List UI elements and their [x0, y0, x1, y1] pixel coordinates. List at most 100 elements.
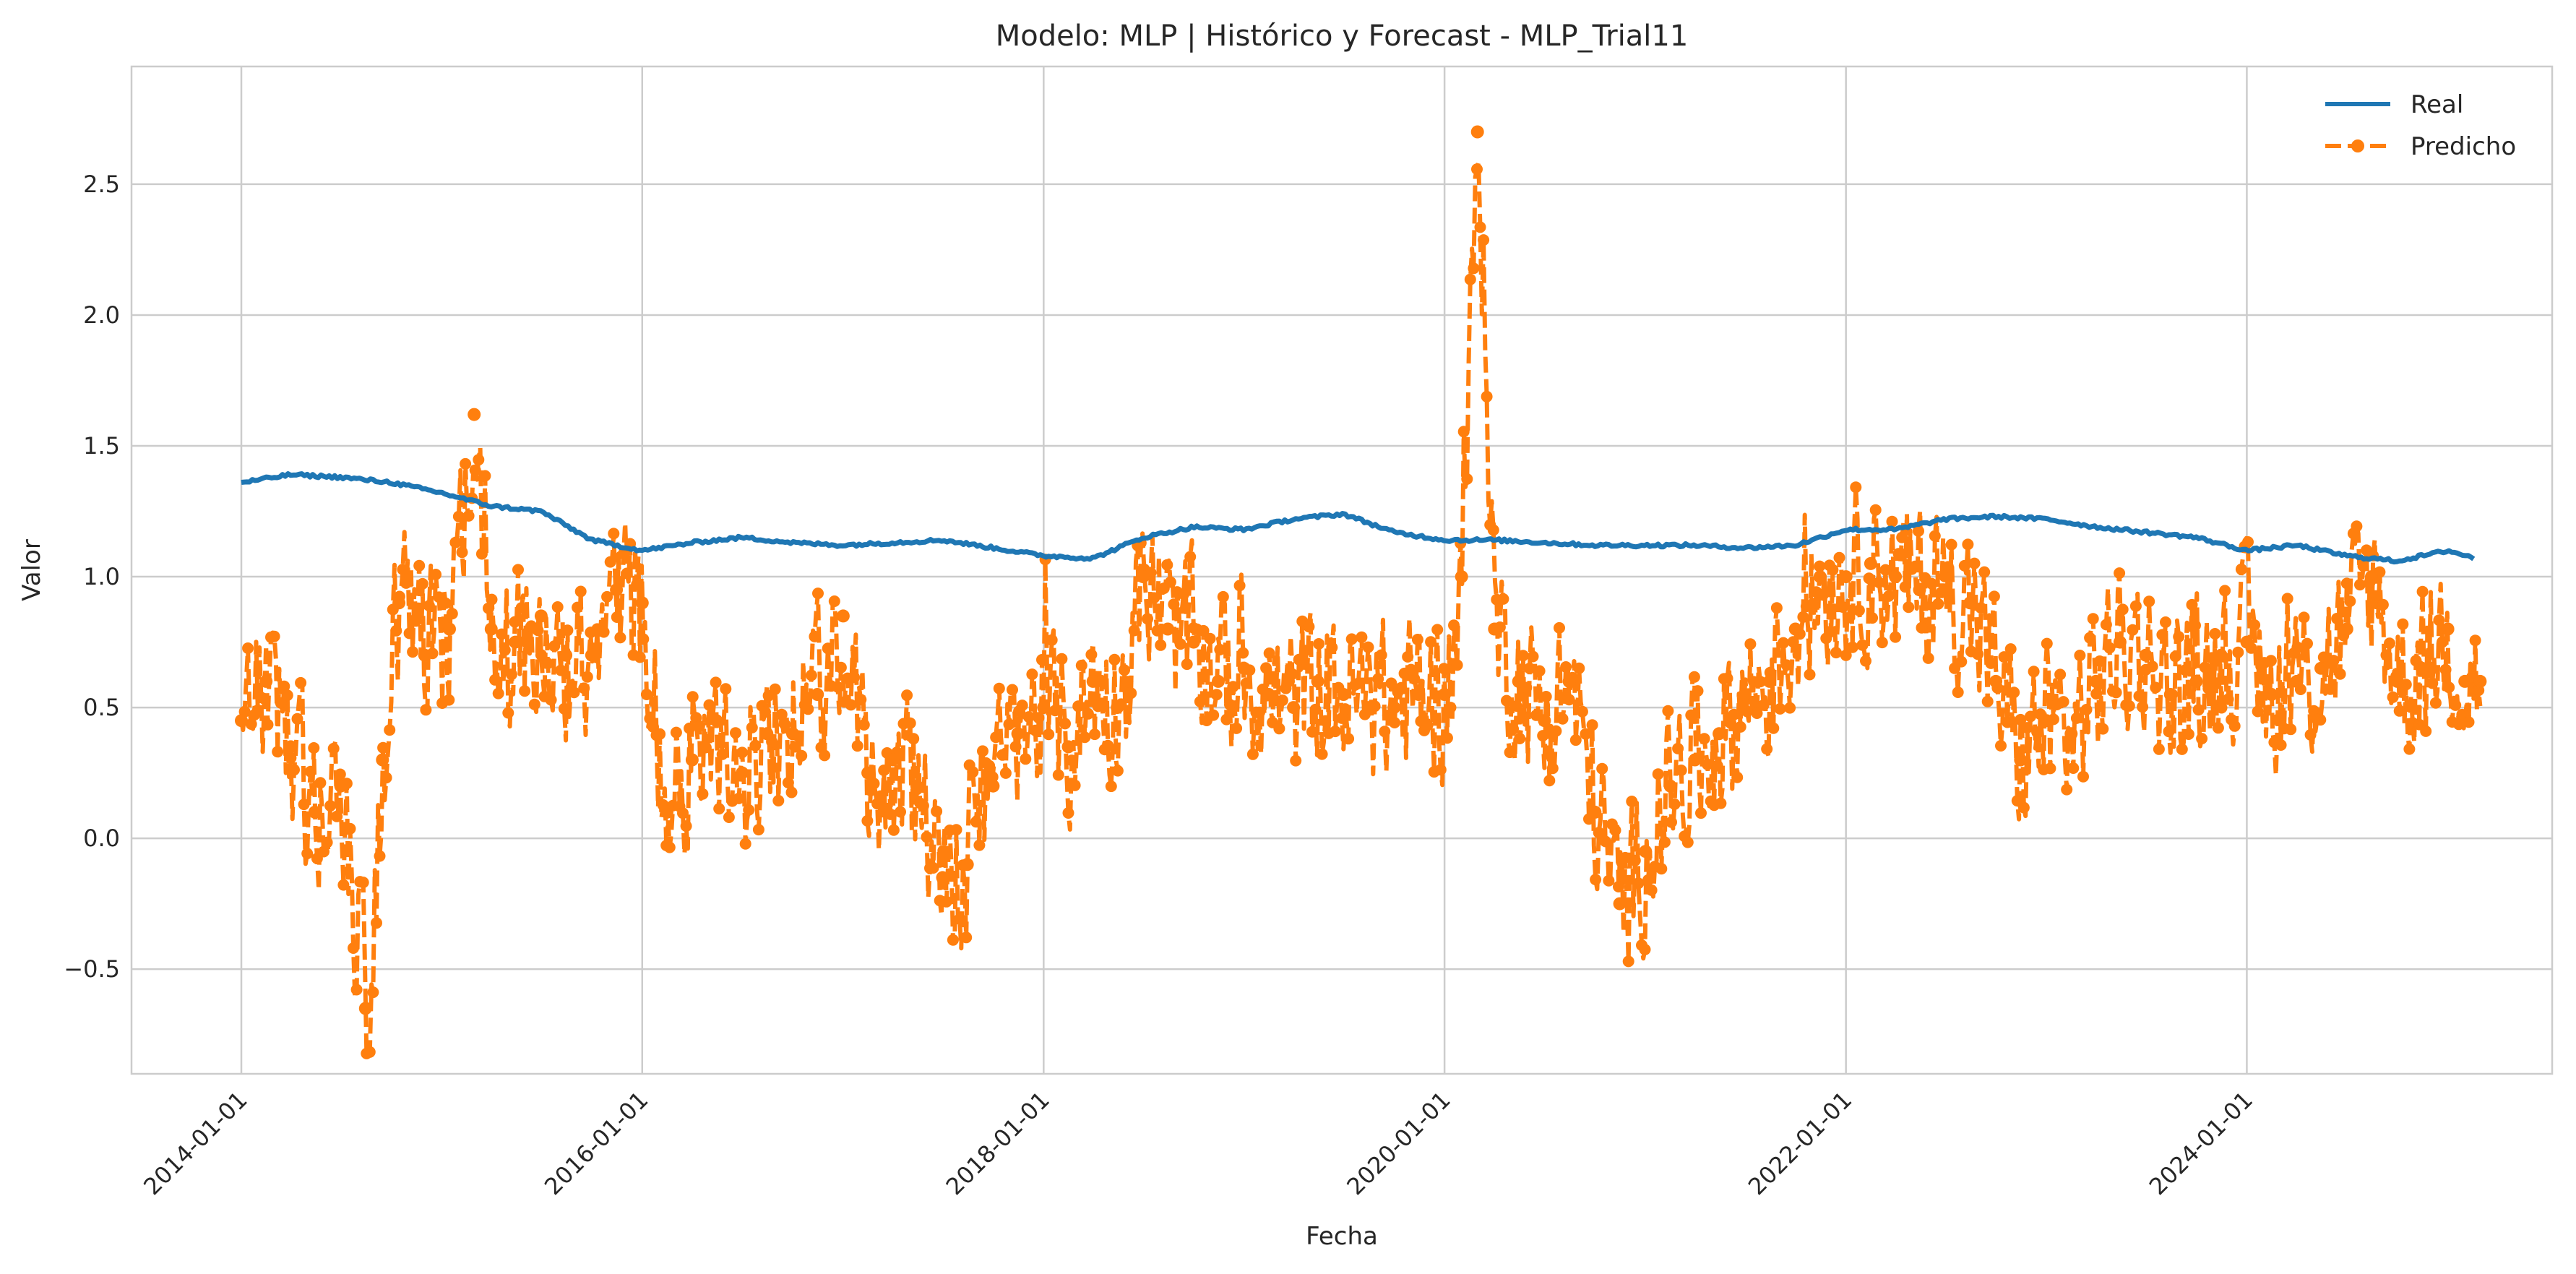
predicho-point — [716, 748, 728, 760]
predicho-point — [452, 510, 465, 522]
predicho-point — [1059, 718, 1071, 730]
predicho-point — [1886, 515, 1898, 528]
predicho-point — [1537, 730, 1549, 742]
predicho-point — [1626, 796, 1638, 807]
predicho-key-point — [1989, 674, 2003, 688]
predicho-point — [1613, 881, 1624, 892]
predicho-point — [2429, 697, 2442, 709]
predicho-point — [1837, 601, 1849, 613]
predicho-point — [1119, 664, 1130, 676]
predicho-point — [430, 569, 441, 580]
predicho-key-point — [1412, 688, 1426, 701]
predicho-point — [2008, 687, 2020, 699]
predicho-point — [749, 739, 762, 752]
predicho-point — [1685, 709, 1697, 721]
predicho-key-point — [2214, 648, 2228, 662]
predicho-point — [1079, 731, 1091, 744]
predicho-point — [2015, 713, 2027, 726]
predicho-point — [684, 722, 696, 734]
predicho-point — [1326, 642, 1338, 653]
predicho-point — [568, 687, 580, 699]
predicho-point — [1003, 718, 1015, 731]
predicho-point — [1329, 726, 1341, 738]
predicho-point — [1744, 638, 1757, 650]
predicho-point — [357, 877, 369, 889]
predicho-point — [2156, 629, 2168, 641]
predicho-point — [1389, 717, 1400, 728]
predicho-point — [1833, 551, 1845, 564]
predicho-point — [1675, 765, 1687, 776]
predicho-point — [532, 624, 544, 637]
predicho-point — [443, 694, 455, 706]
predicho-point — [1142, 613, 1153, 625]
predicho-point — [1121, 676, 1134, 688]
predicho-point — [2080, 704, 2093, 715]
predicho-point — [505, 668, 517, 681]
predicho-point — [713, 803, 725, 815]
predicho-point — [730, 727, 741, 739]
predicho-point — [1978, 566, 1991, 578]
predicho-point — [710, 676, 722, 689]
predicho-point — [670, 726, 682, 739]
predicho-point — [1474, 221, 1486, 233]
predicho-point — [278, 680, 290, 692]
predicho-key-point — [1639, 845, 1653, 858]
predicho-point — [1797, 611, 1809, 623]
predicho-point — [2265, 655, 2277, 667]
predicho-point — [1903, 601, 1915, 614]
predicho-point — [1599, 835, 1611, 848]
predicho-point — [1688, 671, 1700, 683]
predicho-key-point — [1387, 701, 1401, 715]
predicho-point — [542, 658, 554, 670]
predicho-point — [1622, 955, 1634, 968]
predicho-point — [2437, 636, 2448, 648]
predicho-point — [960, 931, 973, 944]
predicho-point — [1909, 560, 1921, 572]
predicho-point — [1913, 525, 1924, 537]
predicho-point — [483, 602, 494, 614]
predicho-point — [2420, 725, 2432, 737]
predicho-point — [262, 718, 274, 731]
predicho-point — [2351, 520, 2363, 533]
predicho-point — [822, 642, 834, 655]
predicho-point — [2173, 631, 2185, 643]
predicho-point — [1975, 602, 1987, 614]
predicho-point — [1642, 874, 1655, 886]
predicho-point — [1464, 273, 1476, 285]
predicho-point — [739, 838, 751, 850]
predicho-point — [2262, 674, 2274, 686]
predicho-point — [242, 642, 254, 654]
predicho-point — [1240, 677, 1252, 689]
predicho-point — [2129, 600, 2142, 612]
predicho-key-point — [1361, 701, 1375, 715]
predicho-key-point — [1237, 661, 1251, 675]
predicho-point — [785, 786, 798, 799]
predicho-key-point — [418, 648, 431, 662]
y-tick-label: 2.5 — [83, 171, 120, 198]
predicho-point — [578, 682, 590, 694]
predicho-point — [1932, 598, 1944, 610]
predicho-point — [1339, 703, 1351, 715]
predicho-point — [1869, 504, 1882, 516]
predicho-point — [2146, 660, 2158, 673]
predicho-point — [1263, 647, 1275, 659]
predicho-key-point — [1262, 688, 1275, 701]
predicho-point — [371, 917, 382, 929]
y-tick-label: 0.5 — [83, 694, 120, 721]
predicho-key-point — [1864, 556, 1877, 570]
predicho-point — [2252, 705, 2264, 718]
predicho-point — [1007, 684, 1018, 696]
predicho-point — [528, 698, 540, 710]
predicho-key-point — [2064, 727, 2078, 741]
predicho-point — [1375, 649, 1387, 661]
predicho-point — [1681, 836, 1694, 848]
predicho-point — [413, 559, 426, 572]
predicho-point — [614, 632, 626, 644]
predicho-key-point — [610, 583, 624, 597]
predicho-point — [1830, 647, 1842, 659]
predicho-point — [2354, 579, 2366, 591]
predicho-key-point — [1939, 583, 1952, 597]
predicho-key-point — [2240, 635, 2254, 649]
predicho-point — [2179, 664, 2192, 676]
predicho-key-point — [786, 727, 799, 741]
